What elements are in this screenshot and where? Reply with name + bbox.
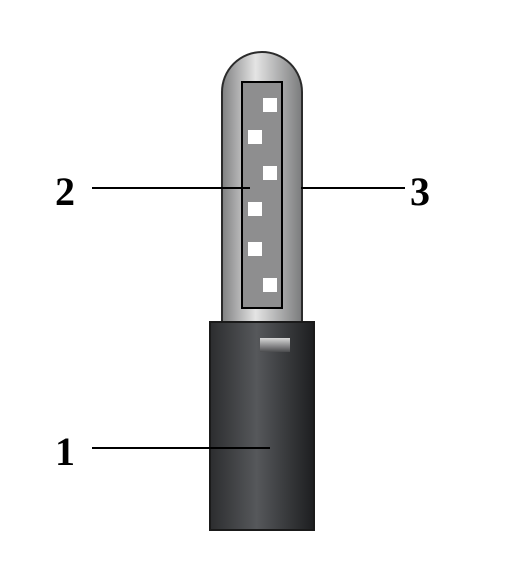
strip-marker [248,242,262,256]
strip-marker [263,278,277,292]
diagram-canvas: 1 2 3 [0,0,528,578]
callout-label-1: 1 [55,432,75,472]
strip-marker [263,98,277,112]
callout-label-2: 2 [55,172,75,212]
base-indicator [260,338,290,352]
device-svg [0,0,528,578]
base-body [210,322,314,530]
strip-body [242,82,282,308]
strip-marker [248,130,262,144]
strip-marker [263,166,277,180]
callout-label-3: 3 [410,172,430,212]
strip-marker [248,202,262,216]
